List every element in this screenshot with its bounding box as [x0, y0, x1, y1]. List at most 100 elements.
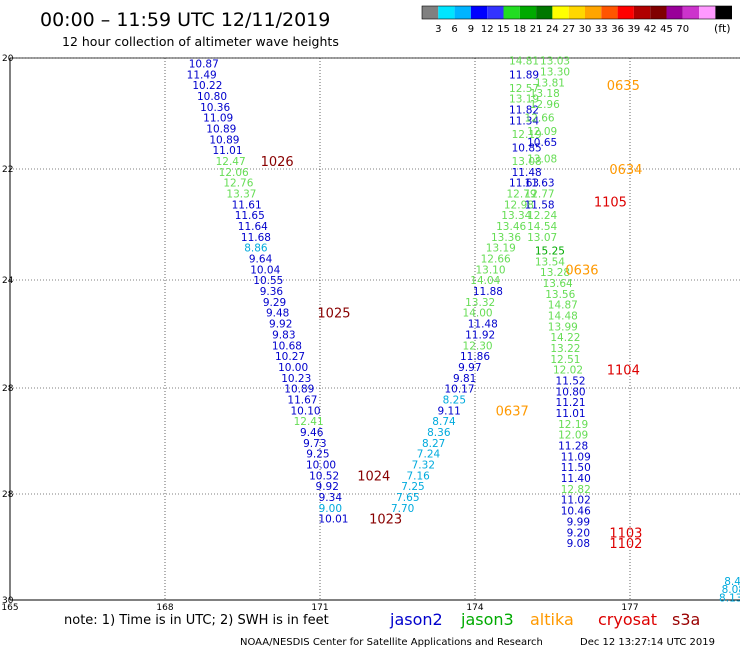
wave-height-value: 13.32: [465, 297, 495, 309]
wave-height-value: 7.24: [417, 449, 441, 461]
wave-height-value: 12.19: [558, 419, 588, 431]
wave-height-value: 11.68: [241, 232, 271, 244]
color-scale-label: 9: [468, 24, 474, 35]
wave-height-value: 8.27: [422, 438, 445, 450]
color-swatch: [503, 6, 520, 19]
color-swatch: [519, 6, 537, 19]
wave-height-value: 10.87: [189, 58, 219, 70]
wave-height-value: 11.63: [509, 178, 539, 190]
y-tick-label: 28: [2, 490, 14, 500]
wave-height-value: 11.67: [287, 394, 317, 406]
wave-height-value: 9.92: [316, 481, 339, 493]
wave-height-value: 10.04: [250, 264, 280, 276]
wave-height-value: 7.25: [401, 481, 424, 493]
wave-height-value: 13.30: [540, 67, 570, 79]
wave-height-value: 13.46: [496, 221, 526, 233]
wave-height-value: 10.46: [561, 506, 591, 518]
wave-height-value: 8.25: [443, 394, 466, 406]
wave-height-value: 9.36: [260, 286, 284, 298]
wave-height-value: 14.04: [470, 275, 500, 287]
color-swatch: [633, 6, 651, 19]
color-scale-label: 6: [451, 24, 457, 35]
wave-height-value: 13.03: [540, 56, 570, 68]
y-tick-label: 24: [2, 276, 14, 286]
wave-height-value: 8.74: [432, 416, 456, 428]
wave-height-value: 11.86: [460, 351, 490, 363]
color-swatch: [487, 6, 504, 19]
color-scale-border: [421, 5, 733, 20]
wave-height-value: 10.17: [444, 384, 474, 396]
wave-height-value: 12.66: [525, 113, 555, 125]
wave-height-value: 9.08: [567, 538, 590, 550]
wave-height-value: 12.66: [481, 254, 511, 266]
wave-height-value: 13.19: [509, 94, 539, 106]
color-swatch: [666, 6, 683, 19]
wave-height-value: 11.01: [556, 408, 586, 420]
color-scale-label: 3: [435, 24, 441, 35]
wave-height-value: 11.48: [512, 167, 542, 179]
wave-height-value: 11.88: [473, 286, 503, 298]
legend-s3a: s3a: [672, 610, 700, 629]
wave-height-value: 12.76: [223, 178, 253, 190]
wave-height-value: 11.01: [212, 145, 242, 157]
wave-height-value: 11.61: [232, 199, 262, 211]
color-swatch: [454, 6, 471, 19]
wave-height-value: 8.44: [724, 576, 740, 588]
color-scale-label: 30: [579, 24, 592, 35]
color-swatch: [536, 6, 553, 19]
wave-height-value: 9.97: [458, 362, 481, 374]
wave-height-value: 11.89: [509, 69, 539, 81]
x-tick-label: 165: [1, 603, 18, 613]
color-scale-label: 24: [546, 24, 559, 35]
wave-height-value: 12.77: [525, 189, 555, 201]
wave-height-value: 12.82: [561, 484, 591, 496]
wave-height-value: 9.00: [319, 503, 342, 515]
wave-height-value: 14.22: [550, 332, 580, 344]
wave-height-value: 10.00: [306, 460, 336, 472]
color-scale: 3 6 9 12 15 18 21 24 27 30 33 36 39 42 45 70: [421, 5, 733, 35]
color-scale-label: 27: [562, 24, 575, 35]
wave-height-value: 13.34: [501, 210, 531, 222]
x-tick-label: 168: [156, 603, 173, 613]
pass-time-label: 1025: [317, 307, 350, 322]
wave-height-value: 12.51: [550, 354, 580, 366]
wave-height-value: 12.02: [553, 365, 583, 377]
x-tick-label: 177: [621, 603, 638, 613]
color-swatch: [422, 6, 439, 19]
wave-height-value: 10.89: [284, 384, 314, 396]
wave-height-value: 10.80: [556, 386, 586, 398]
wave-height-value: 9.92: [269, 319, 292, 331]
wave-height-value: 11.49: [187, 69, 217, 81]
y-tick-label: 22: [2, 165, 13, 175]
wave-height-value: 12.06: [219, 167, 249, 179]
wave-height-value: 11.92: [465, 329, 495, 341]
wave-height-value: 11.09: [203, 113, 233, 125]
wave-height-value: 12.47: [216, 156, 246, 168]
wave-height-value: 13.99: [548, 321, 578, 333]
wave-height-value: 13.07: [527, 232, 557, 244]
wave-height-value: 9.64: [249, 254, 273, 266]
wave-height-value: 10.23: [281, 373, 311, 385]
wave-height-value: 10.89: [209, 134, 239, 146]
wave-height-value: 10.89: [206, 123, 236, 135]
footer-note: note: 1) Time is in UTC; 2) SWH is in fe…: [64, 613, 329, 628]
wave-height-value: 9.48: [266, 308, 289, 320]
wave-height-value: 13.56: [545, 289, 575, 301]
wave-height-value: 9.99: [567, 516, 590, 528]
wave-height-value: 12.09: [527, 126, 557, 138]
pass-time-label: 1104: [607, 364, 640, 379]
wave-height-value: 10.36: [200, 102, 230, 114]
wave-height-value: 13.64: [543, 278, 573, 290]
wave-height-value: 10.55: [253, 275, 283, 287]
wave-height-value: 11.65: [235, 210, 265, 222]
color-scale-label: 42: [644, 24, 657, 35]
color-swatch: [438, 6, 455, 19]
wave-height-value: 7.70: [391, 503, 414, 515]
wave-height-value: 11.64: [238, 221, 268, 233]
y-tick-label: 28: [2, 384, 14, 394]
pass-time-label: 0634: [609, 163, 642, 178]
wave-height-value: 12.19: [512, 129, 542, 141]
x-tick-label: 171: [311, 603, 328, 613]
wave-height-value: 8.08: [722, 584, 740, 596]
wave-height-value: 10.10: [291, 405, 321, 417]
